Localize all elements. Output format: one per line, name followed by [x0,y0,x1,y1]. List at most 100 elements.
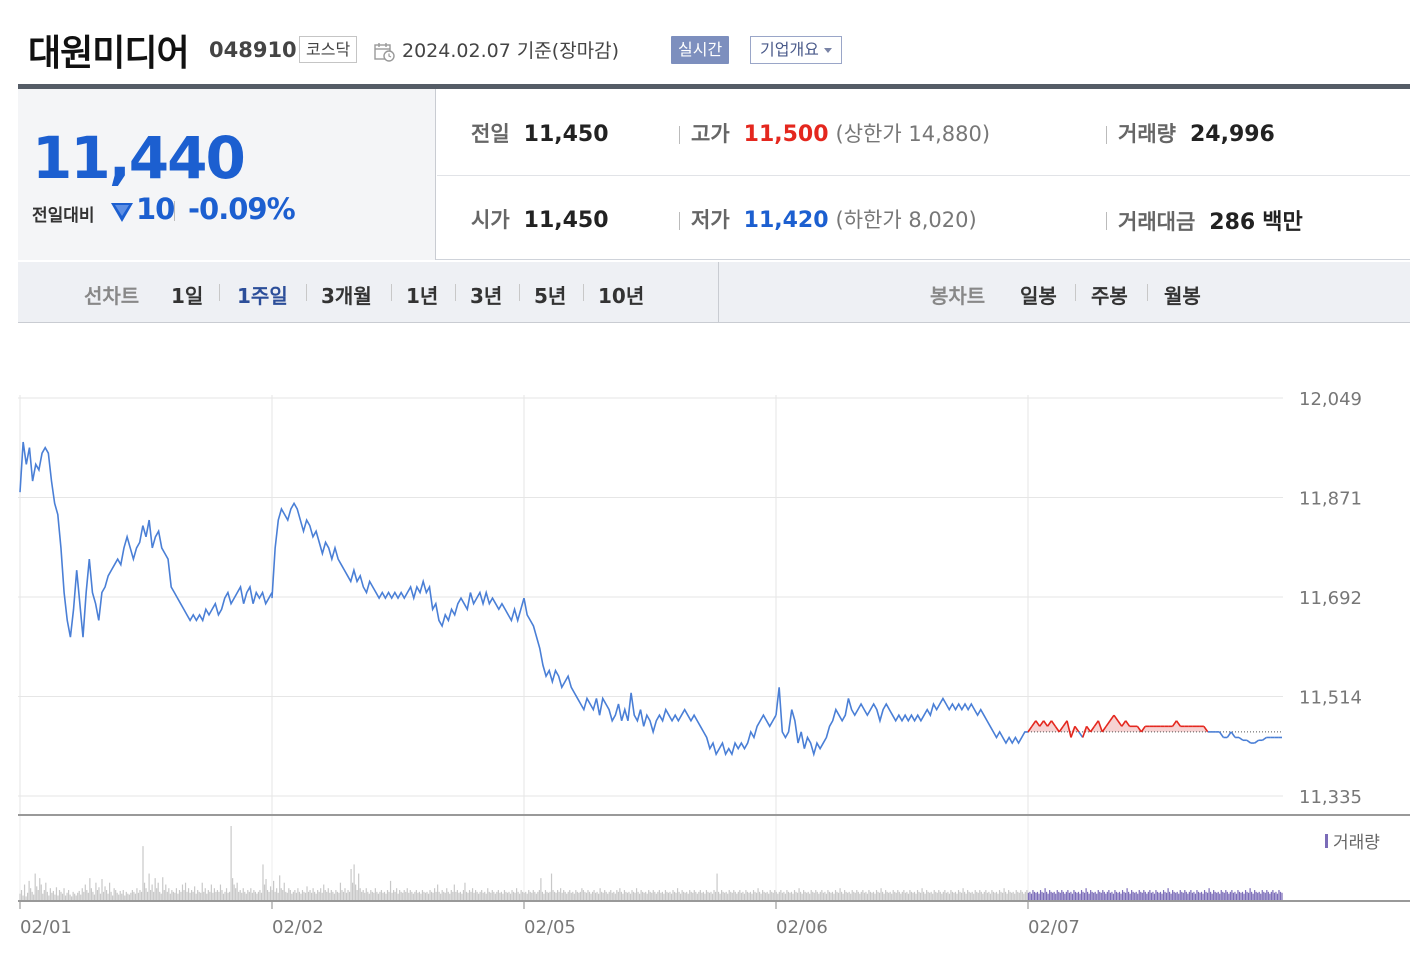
tab-separator [455,284,456,301]
price-line-segment [1140,725,1146,733]
tab-separator [391,284,392,301]
company-overview-label: 기업개요 [760,40,819,59]
price-line-02-05 [523,597,777,757]
trade-value-stat: 거래대금 286 백만 [1118,204,1303,236]
change-rate: -0.09% [188,192,296,226]
price-line-segment [1085,725,1092,733]
prev-close-stat: 전일 11,450 [471,118,609,148]
prev-close-label: 전일 [471,122,510,146]
trade-value-label: 거래대금 [1118,210,1196,234]
y-tick-label: 11,871 [1299,489,1362,510]
x-tick-label: 02/07 [1028,917,1080,938]
volume-stat: 거래량 24,996 [1118,118,1275,148]
lower-limit: (하한가 8,020) [835,208,977,232]
price-line-segment [1050,720,1057,727]
tab-daily-candle[interactable]: 일봉 [1020,284,1057,308]
volume-value: 24,996 [1189,122,1275,147]
tab-3years[interactable]: 3년 [470,284,503,308]
price-line-segment [1097,720,1104,733]
price-line-segment [1058,725,1064,733]
change-amount: 10 [136,192,175,226]
open-value: 11,450 [523,208,609,233]
tab-10years[interactable]: 10년 [598,284,645,308]
y-tick-label: 11,335 [1299,787,1362,808]
up-fill-area [1028,715,1282,732]
y-tick-label: 11,692 [1299,588,1362,609]
tab-monthly-candle[interactable]: 월봉 [1164,284,1201,308]
price-line-segment [1136,725,1142,733]
tab-1week[interactable]: 1주일 [237,284,288,308]
x-tick-label: 02/02 [272,917,324,938]
price-line-segment [1246,739,1252,744]
tab-1day[interactable]: 1일 [171,284,204,308]
line-chart-label: 선차트 [84,284,140,308]
price-line-segment [1081,726,1088,738]
price-line-segment [1078,731,1084,738]
price-line-segment [1027,725,1033,733]
y-tick-label: 11,514 [1299,688,1362,709]
volume-label: 거래량 [1118,122,1176,146]
price-line-02-06 [775,687,1028,758]
tab-bar-divider [718,262,719,323]
tab-5years[interactable]: 5년 [534,284,567,308]
tab-separator [306,284,307,301]
price-line-segment [1105,720,1111,727]
market-badge: 코스닥 [299,36,358,63]
price-line-segment [1035,720,1041,727]
trade-value-unit: 백만 [1262,210,1303,235]
high-label: 고가 [691,122,730,146]
price-line-segment [1230,731,1236,738]
company-name: 대원미디어 [28,33,190,74]
candle-chart-label: 봉차트 [930,284,986,308]
high-stat: 고가 11,500 (상한가 14,880) [691,118,990,148]
company-overview-button[interactable]: 기업개요 [750,36,842,64]
open-label: 시가 [471,208,510,232]
price-line-segment [1062,720,1068,727]
stat-separator [679,126,680,144]
price-line-segment [1054,725,1060,733]
stat-separator [679,212,680,230]
price-line-segment [1238,736,1244,741]
prev-close-value: 11,450 [523,122,609,147]
low-value: 11,420 [743,208,829,233]
x-tick-label: 02/06 [776,917,828,938]
tab-3months[interactable]: 3개월 [321,284,372,308]
price-line-02-01 [19,441,273,638]
current-price: 11,440 [32,124,246,192]
chart-tab-bar: 선차트 1일 1주일 3개월 1년 3년 5년 10년 봉차트 일봉 주봉 월봉 [18,262,1410,323]
price-line-segment [1042,720,1049,727]
price-line-segment [1261,736,1267,741]
tab-separator [219,284,220,301]
price-line-segment [1121,720,1127,727]
price-line-segment [1109,714,1115,722]
price-line-segment [1254,739,1260,744]
stock-code: 048910 [209,38,297,62]
chevron-down-icon [823,48,832,53]
tab-separator [583,284,584,301]
price-line-segment [1203,725,1209,733]
tab-1year[interactable]: 1년 [406,284,439,308]
x-tick-label: 02/01 [20,917,72,938]
triangle-down-icon [111,203,133,222]
realtime-button[interactable]: 실시간 [671,36,730,64]
x-tick-label: 02/05 [524,917,576,938]
tab-separator [519,284,520,301]
upper-limit: (상한가 14,880) [835,122,991,146]
low-stat: 저가 11,420 (하한가 8,020) [691,204,977,234]
price-line-segment [1089,725,1096,733]
price-chart: 12,049 11,871 11,692 11,514 11,335 02/01 02/02… [18,389,1410,938]
date-text: 2024.02.07 기준(장마감) [402,40,620,62]
tab-weekly-candle[interactable]: 주봉 [1091,284,1128,308]
price-line-segment [1046,720,1053,727]
stat-separator [1106,212,1107,230]
y-tick-label: 12,049 [1299,389,1362,410]
price-line-segment [1218,731,1225,738]
price-line-segment [1101,725,1107,733]
price-line-segment [1226,731,1232,738]
stats-row-divider [437,175,1410,176]
price-line-segment [1066,720,1072,738]
high-value: 11,500 [743,122,829,147]
price-line-02-02 [271,501,525,629]
price-line-segment [1093,720,1099,727]
price-line-segment [1039,720,1045,727]
